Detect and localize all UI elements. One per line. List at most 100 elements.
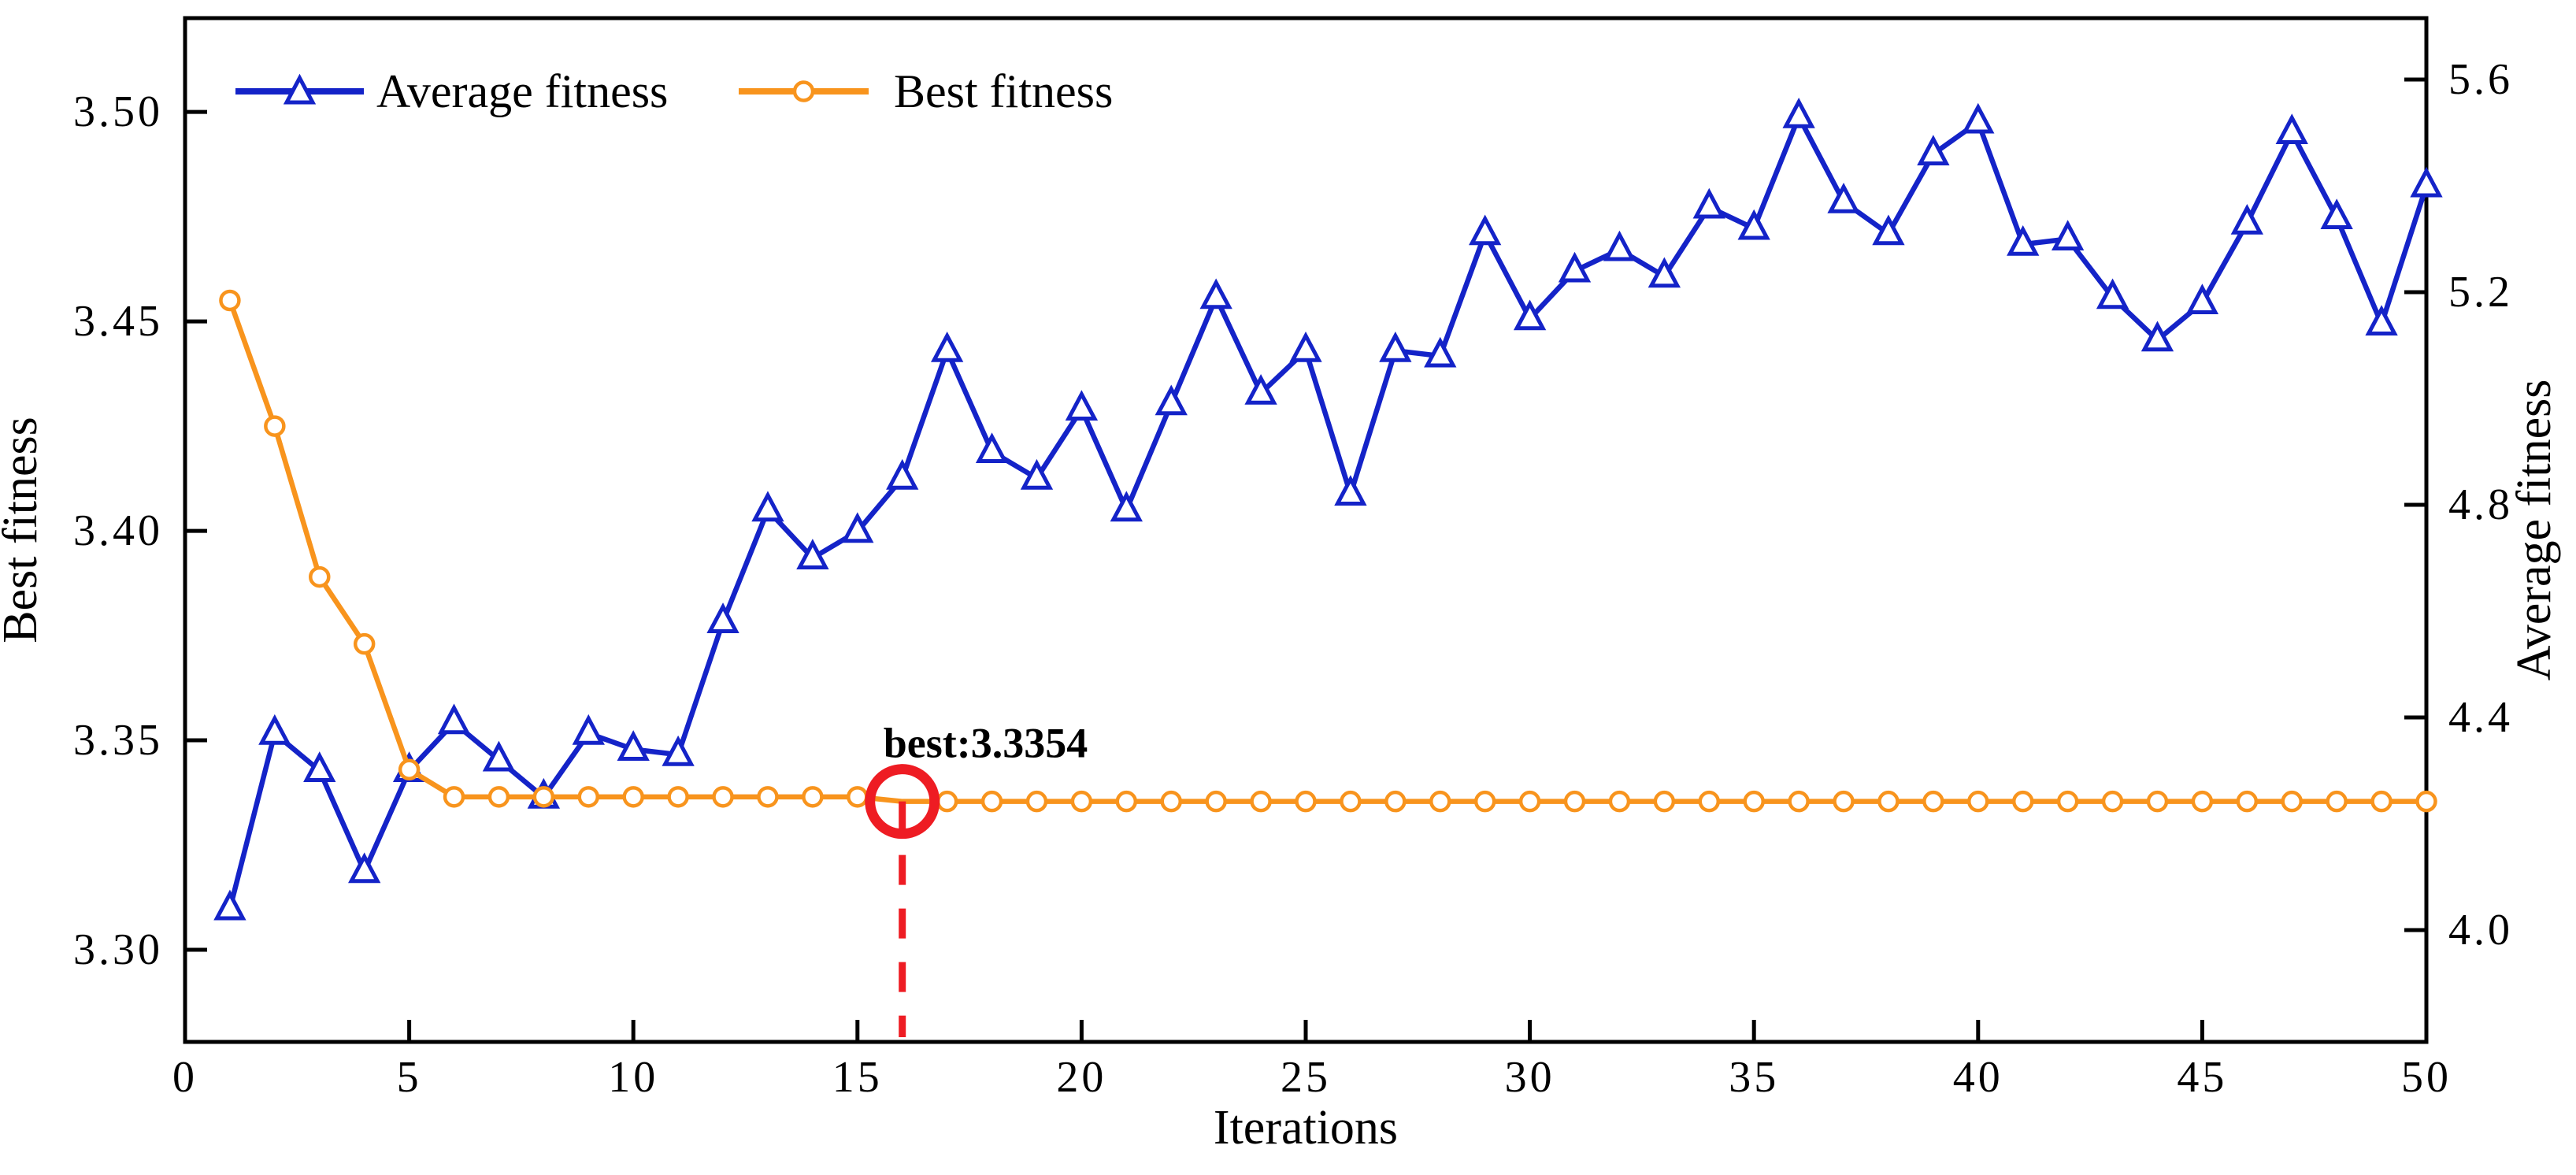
best-fitness-marker xyxy=(532,786,555,808)
best-fitness-marker xyxy=(1608,790,1631,813)
average-fitness-marker xyxy=(2096,278,2129,310)
best-fitness-marker xyxy=(936,790,958,813)
x-axis-tick-label: 50 xyxy=(2401,1053,2452,1102)
average-fitness-marker xyxy=(1110,491,1143,522)
best-fitness-marker xyxy=(2191,790,2214,813)
best-fitness-marker xyxy=(1698,790,1721,813)
average-fitness-marker xyxy=(2140,321,2174,352)
best-fitness-marker xyxy=(757,786,779,808)
best-fitness-marker xyxy=(2056,790,2079,813)
left-y-axis-tick-label: 3.45 xyxy=(73,297,163,346)
average-fitness-marker xyxy=(662,735,695,766)
best-fitness-marker xyxy=(1070,790,1093,813)
average-fitness-marker xyxy=(1065,390,1099,421)
x-axis-tick-label: 30 xyxy=(1505,1053,1555,1102)
best-fitness-marker xyxy=(1833,790,1855,813)
best-fitness-marker xyxy=(219,289,241,312)
best-fitness-marker xyxy=(1877,790,1900,813)
legend-best-fitness-marker-icon xyxy=(792,80,815,102)
x-axis-tick-label: 10 xyxy=(608,1053,658,1102)
best-fitness-marker xyxy=(398,758,421,781)
best-fitness-marker xyxy=(1922,790,1944,813)
average-fitness-marker xyxy=(2185,284,2219,315)
average-fitness-marker xyxy=(1872,214,1905,246)
average-fitness-marker xyxy=(796,539,829,570)
average-fitness-marker xyxy=(2410,166,2443,198)
average-fitness-marker xyxy=(1513,299,1547,331)
best-fitness-marker xyxy=(1295,790,1317,813)
x-axis-tick-label: 0 xyxy=(172,1053,198,1102)
best-fitness-marker xyxy=(1518,790,1541,813)
best-fitness-marker xyxy=(1653,790,1676,813)
best-fitness-marker xyxy=(1563,790,1586,813)
average-fitness-marker xyxy=(1962,102,1995,134)
best-fitness-marker xyxy=(980,790,1003,813)
best-fitness-marker xyxy=(2101,790,2124,813)
average-fitness-marker xyxy=(348,852,381,884)
best-fitness-marker xyxy=(847,786,869,808)
average-fitness-marker xyxy=(303,751,336,782)
legend: Average fitness Best fitness xyxy=(235,65,1113,117)
best-fitness-marker xyxy=(802,786,824,808)
average-fitness-marker xyxy=(2320,198,2353,230)
best-fitness-marker xyxy=(264,415,286,437)
right-y-axis-tick-label: 5.2 xyxy=(2448,268,2513,317)
best-fitness-marker xyxy=(1205,790,1227,813)
best-fitness-marker xyxy=(309,565,331,588)
average-fitness-marker xyxy=(617,730,650,761)
average-fitness-marker xyxy=(1603,230,1636,261)
x-axis-title: Iterations xyxy=(1214,1101,1398,1155)
best-annotation: best:3.3354 xyxy=(865,720,1088,1037)
average-fitness-marker xyxy=(975,432,1009,464)
best-fitness-marker xyxy=(2326,790,2348,813)
average-fitness-marker xyxy=(482,740,516,772)
average-fitness-marker xyxy=(2275,113,2308,145)
best-fitness-marker xyxy=(2011,790,2034,813)
x-axis-tick-label: 45 xyxy=(2177,1053,2227,1102)
best-fitness-marker xyxy=(487,786,510,808)
best-fitness-marker xyxy=(2236,790,2259,813)
best-fitness-marker xyxy=(1115,790,1138,813)
average-fitness-marker xyxy=(706,602,739,634)
x-axis-tick-label: 15 xyxy=(832,1053,883,1102)
best-fitness-marker xyxy=(577,786,600,808)
x-axis-tick-label: 40 xyxy=(1953,1053,2003,1102)
x-axis-tick-label: 20 xyxy=(1056,1053,1106,1102)
average-fitness-marker xyxy=(1289,331,1322,362)
left-y-axis-tick-label: 3.35 xyxy=(73,716,163,765)
average-fitness-marker xyxy=(213,889,246,921)
legend-average-fitness-label: Average fitness xyxy=(376,65,668,117)
best-fitness-marker xyxy=(1743,790,1765,813)
best-fitness-marker xyxy=(667,786,689,808)
left-y-axis-tick-label: 3.30 xyxy=(73,925,163,974)
average-fitness-marker xyxy=(2365,305,2398,336)
best-fitness-marker xyxy=(1473,790,1496,813)
average-fitness-marker xyxy=(1334,475,1367,506)
legend-best-fitness-label: Best fitness xyxy=(894,65,1113,117)
right-y-axis-tick-label: 4.0 xyxy=(2448,906,2513,954)
average-fitness-marker xyxy=(930,331,964,362)
best-fitness-marker xyxy=(1250,790,1272,813)
average-fitness-marker xyxy=(1558,251,1592,283)
average-fitness-marker xyxy=(1648,257,1681,288)
average-fitness-marker xyxy=(1692,187,1725,219)
best-fitness-marker xyxy=(2281,790,2303,813)
average-fitness-marker xyxy=(2230,203,2263,235)
best-fitness-marker xyxy=(1025,790,1048,813)
average-fitness-marker xyxy=(1020,458,1054,490)
legend-average-fitness-marker-icon xyxy=(283,73,317,105)
left-y-axis-tick-label: 3.50 xyxy=(73,87,163,136)
average-fitness-marker xyxy=(841,512,874,543)
best-fitness-marker xyxy=(1429,790,1451,813)
right-y-axis-tick-label: 4.8 xyxy=(2448,480,2513,529)
right-y-axis-tick-label: 5.6 xyxy=(2448,55,2513,104)
best-fitness-marker xyxy=(1160,790,1182,813)
average-fitness-marker xyxy=(437,703,471,735)
best-fitness-marker xyxy=(622,786,644,808)
average-fitness-marker xyxy=(2007,224,2040,256)
best-fitness-series xyxy=(219,289,2437,813)
best-fitness-marker xyxy=(1967,790,1989,813)
average-fitness-marker xyxy=(886,458,919,490)
average-fitness-marker xyxy=(751,491,784,522)
